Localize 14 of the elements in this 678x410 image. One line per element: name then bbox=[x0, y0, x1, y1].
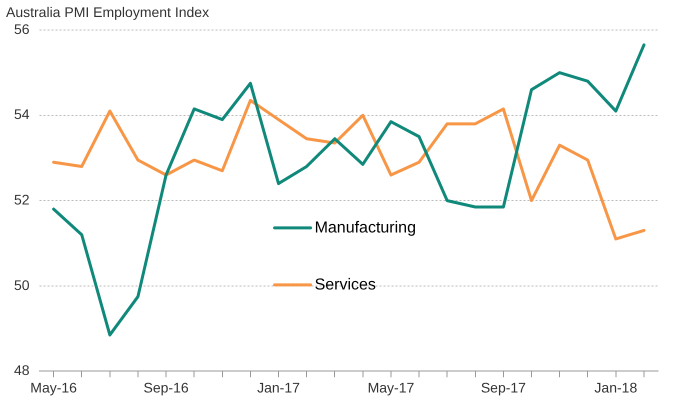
y-tick-label: 48 bbox=[14, 362, 30, 378]
y-tick-label: 50 bbox=[14, 276, 30, 293]
legend-label: Services bbox=[314, 276, 376, 294]
x-tick-label: May-16 bbox=[30, 379, 78, 396]
y-tick-label: 56 bbox=[14, 20, 30, 37]
x-tick-label: Jan-18 bbox=[594, 379, 638, 396]
x-tick-label: Sep-16 bbox=[143, 379, 189, 396]
y-tick-label: 52 bbox=[14, 191, 30, 208]
x-tick-label: May-17 bbox=[368, 379, 415, 396]
x-tick-label: Jan-17 bbox=[257, 379, 300, 396]
legend-label: Manufacturing bbox=[314, 219, 416, 236]
y-tick-label: 54 bbox=[14, 106, 30, 122]
x-tick-label: Sep-17 bbox=[480, 379, 526, 396]
chart-title: Australia PMI Employment Index bbox=[6, 4, 210, 20]
